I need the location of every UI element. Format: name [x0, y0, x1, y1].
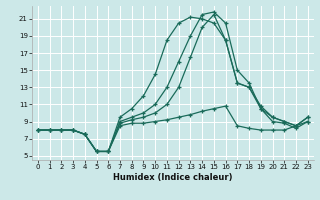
X-axis label: Humidex (Indice chaleur): Humidex (Indice chaleur): [113, 173, 233, 182]
